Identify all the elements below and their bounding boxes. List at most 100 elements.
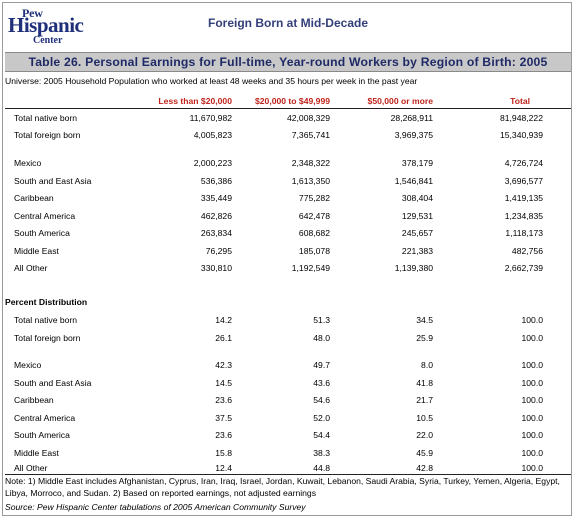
logo-line-3: Center <box>33 35 63 46</box>
cell: 330,810 <box>200 263 232 273</box>
footer-rule <box>5 474 571 475</box>
cell: 14.2 <box>215 315 232 325</box>
cell: 51.3 <box>313 315 330 325</box>
cell: 14.5 <box>215 377 232 388</box>
universe-note: Universe: 2005 Household Population who … <box>5 76 418 86</box>
table-title-banner: Table 26. Personal Earnings for Full-tim… <box>5 52 571 72</box>
cell: 15.8 <box>215 447 232 458</box>
cell: 22.0 <box>416 430 433 440</box>
cell: 775,282 <box>298 193 330 203</box>
cell: 38.3 <box>313 447 330 458</box>
cell: 28,268,911 <box>390 113 433 123</box>
column-header-20000-to-49999: $20,000 to $49,999 <box>254 96 330 106</box>
cell: 4,726,724 <box>504 158 543 168</box>
table-row: Mexico 2,000,223 2,348,322 378,179 4,726… <box>0 157 576 169</box>
cell: 1,419,135 <box>504 193 543 203</box>
table-row: Middle East 15.8 38.3 45.9 100.0 <box>0 447 576 459</box>
cell: 1,192,549 <box>291 263 330 273</box>
row-label: Central America <box>14 412 76 423</box>
source-line: Source: Pew Hispanic Center tabulations … <box>5 502 306 512</box>
cell: 100.0 <box>521 333 543 343</box>
cell: 49.7 <box>313 360 330 370</box>
table-row: Mexico 42.3 49.7 8.0 100.0 <box>0 359 576 371</box>
cell: 335,449 <box>200 193 232 203</box>
cell: 23.6 <box>215 395 232 405</box>
cell: 100.0 <box>521 430 543 440</box>
cell: 4,005,823 <box>193 130 232 140</box>
cell: 100.0 <box>521 360 543 370</box>
row-label: Middle East <box>14 245 59 256</box>
logo-line-2: Hispanic <box>8 13 84 37</box>
cell: 42.3 <box>215 360 232 370</box>
row-label: Middle East <box>14 447 59 458</box>
cell: 100.0 <box>521 447 543 458</box>
cell: 25.9 <box>416 333 433 343</box>
page-frame <box>2 2 572 516</box>
cell: 1,139,380 <box>394 263 433 273</box>
cell: 1,234,835 <box>504 210 543 221</box>
column-header-50000-or-more: $50,000 or more <box>367 96 433 106</box>
cell: 100.0 <box>521 412 543 423</box>
cell: 81,948,222 <box>499 113 543 123</box>
cell: 221,383 <box>401 245 433 256</box>
row-label: Central America <box>14 210 76 221</box>
cell: 8.0 <box>421 360 433 370</box>
table-row: Total foreign born 26.1 48.0 25.9 100.0 <box>0 332 576 344</box>
cell: 245,657 <box>401 228 433 238</box>
cell: 54.4 <box>313 430 330 440</box>
row-label: Total foreign born <box>14 333 81 343</box>
cell: 2,348,322 <box>291 158 330 168</box>
cell: 608,682 <box>298 228 330 238</box>
row-label: Caribbean <box>14 193 54 203</box>
table-row: South America 263,834 608,682 245,657 1,… <box>0 227 576 239</box>
cell: 378,179 <box>401 158 433 168</box>
cell: 308,404 <box>401 193 433 203</box>
cell: 2,000,223 <box>193 158 232 168</box>
cell: 3,696,577 <box>504 175 543 186</box>
header-rule <box>5 108 571 109</box>
table-row: Central America 462,826 642,478 129,531 … <box>0 210 576 222</box>
table-row: Middle East 76,295 185,078 221,383 482,7… <box>0 245 576 257</box>
cell: 2,662,739 <box>504 263 543 273</box>
cell: 263,834 <box>200 228 232 238</box>
cell: 482,756 <box>511 245 543 256</box>
cell: 7,365,741 <box>291 130 330 140</box>
table-row: Total native born 14.2 51.3 34.5 100.0 <box>0 314 576 326</box>
report-title: Foreign Born at Mid-Decade <box>207 16 368 30</box>
cell: 43.6 <box>313 377 330 388</box>
column-header-less-than-20000: Less than $20,000 <box>158 96 232 106</box>
row-label: All Other <box>14 263 48 273</box>
table-row: Caribbean 23.6 54.6 21.7 100.0 <box>0 394 576 406</box>
cell: 15,340,939 <box>499 130 543 140</box>
cell: 26.1 <box>215 333 232 343</box>
row-label: Total native born <box>14 315 78 325</box>
pew-hispanic-center-logo: Pew Hispanic Center <box>8 6 88 46</box>
table-row: Central America 37.5 52.0 10.5 100.0 <box>0 412 576 424</box>
cell: 37.5 <box>215 412 232 423</box>
cell: 536,386 <box>200 175 232 186</box>
cell: 100.0 <box>521 395 543 405</box>
column-header-total: Total <box>510 96 530 106</box>
row-label: Total foreign born <box>14 130 81 140</box>
cell: 100.0 <box>521 377 543 388</box>
cell: 462,826 <box>200 210 232 221</box>
row-label: All Other <box>14 463 48 473</box>
logo-line-1: Pew <box>22 6 43 20</box>
table-row: Caribbean 335,449 775,282 308,404 1,419,… <box>0 192 576 204</box>
row-label: South America <box>14 430 70 440</box>
cell: 642,478 <box>298 210 330 221</box>
cell: 129,531 <box>401 210 433 221</box>
table-row: All Other 330,810 1,192,549 1,139,380 2,… <box>0 262 576 274</box>
table-row: South and East Asia 536,386 1,613,350 1,… <box>0 175 576 187</box>
cell: 42.8 <box>416 463 433 473</box>
table-row: Total foreign born 4,005,823 7,365,741 3… <box>0 129 576 141</box>
cell: 100.0 <box>521 315 543 325</box>
table-title: Table 26. Personal Earnings for Full-tim… <box>28 55 548 69</box>
cell: 52.0 <box>313 412 330 423</box>
cell: 100.0 <box>521 463 543 473</box>
row-label: Mexico <box>14 360 42 370</box>
cell: 76,295 <box>205 245 232 256</box>
cell: 44.8 <box>313 463 330 473</box>
cell: 23.6 <box>215 430 232 440</box>
footnote: Note: 1) Middle East includes Afghanista… <box>5 476 560 498</box>
